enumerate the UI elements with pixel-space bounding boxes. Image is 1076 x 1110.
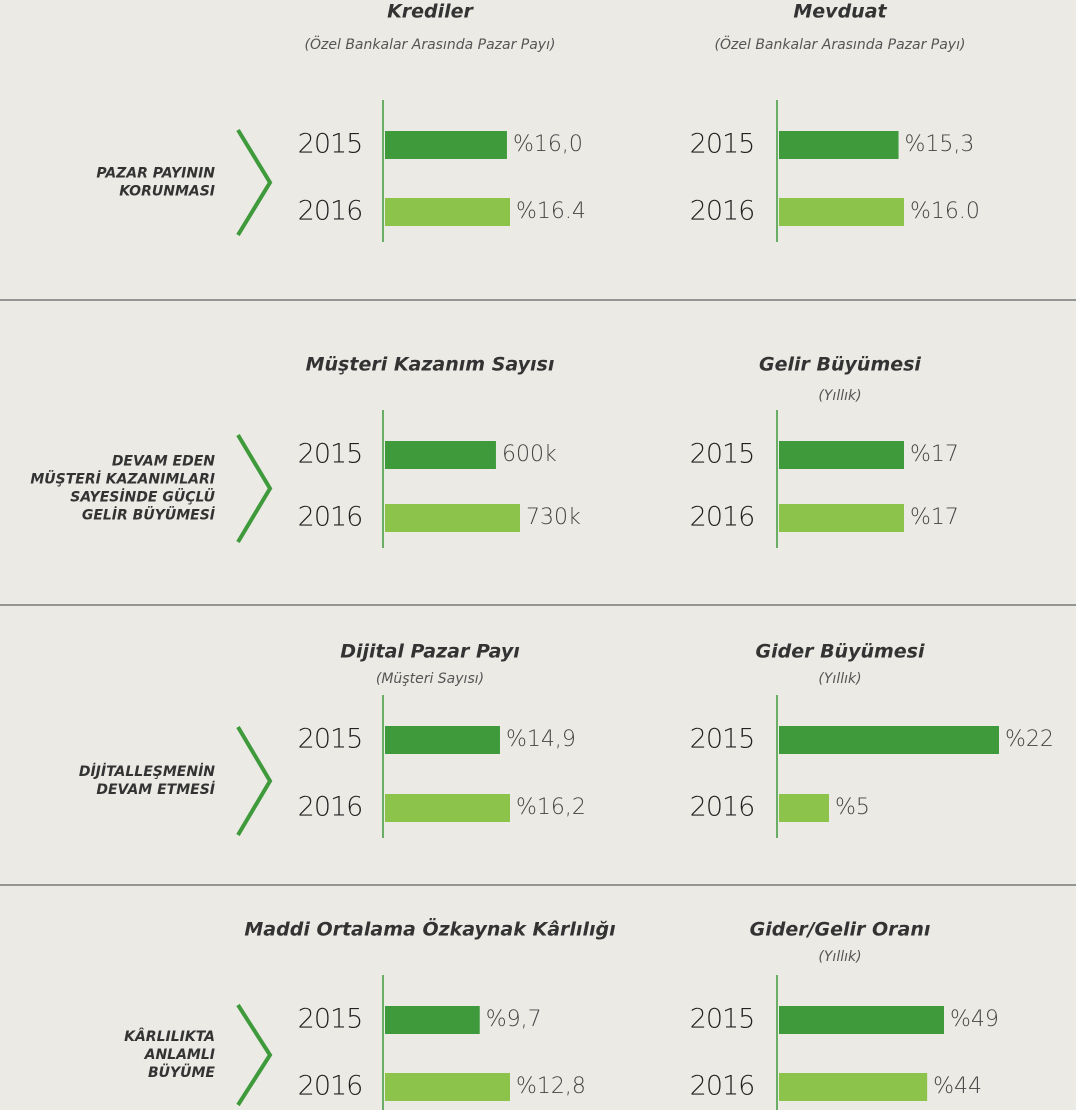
section-label: PAZAR PAYININ [96,166,215,182]
chart-subtitle: (Özel Bankalar Arasında Pazar Payı) [305,35,556,53]
bar [385,794,510,822]
bar [779,794,829,822]
value-label: %16,0 [513,132,583,157]
value-label: %14,9 [506,727,576,752]
year-label: 2015 [690,724,755,755]
year-label: 2016 [690,792,755,823]
year-label: 2016 [298,502,363,533]
bar [779,198,904,226]
year-label: 2016 [298,196,363,227]
bar [779,1006,944,1034]
value-label: %16,2 [516,795,586,820]
section-label: KORUNMASI [119,184,215,200]
bar [385,1073,510,1101]
value-label: 600k [502,442,557,467]
bar [385,198,510,226]
chart-subtitle: (Müşteri Sayısı) [376,671,484,687]
section-label: MÜŞTERİ KAZANIMLARI [30,470,215,488]
value-label: %9,7 [486,1007,542,1032]
chevron [236,1003,273,1107]
bar [779,726,999,754]
value-label: %49 [950,1007,999,1032]
chart-title: Gider Büyümesi [755,641,924,663]
section-label: BÜYÜME [148,1063,215,1081]
section-label: KÂRLILIKTA [124,1028,215,1045]
year-label: 2016 [690,196,755,227]
chart-subtitle: (Yıllık) [818,671,861,687]
chart-title: Gider/Gelir Oranı [750,919,931,941]
bar [779,1073,928,1101]
year-label: 2015 [298,724,363,755]
value-label: %16.4 [516,199,586,224]
year-label: 2015 [298,1004,363,1035]
year-label: 2015 [298,439,363,470]
year-label: 2015 [690,129,755,160]
bar [779,441,904,469]
chevron [236,128,273,237]
year-label: 2016 [298,1071,363,1102]
chart-title: Müşteri Kazanım Sayısı [306,354,555,376]
chevron [236,433,273,544]
chart-title: Gelir Büyümesi [759,354,921,376]
chart-subtitle: (Yıllık) [818,949,861,965]
chart-title: Krediler [387,1,474,23]
bar [385,726,500,754]
value-label: %5 [835,795,870,820]
section-label: DİJİTALLEŞMENİN [79,763,215,780]
value-label: %44 [933,1074,982,1099]
value-label: %16.0 [910,199,980,224]
year-label: 2016 [690,1071,755,1102]
chart-title: Mevduat [793,1,887,23]
bar [385,1006,480,1034]
year-label: 2015 [690,1004,755,1035]
year-label: 2015 [298,129,363,160]
bar [385,504,520,532]
section-label: ANLAMLI [144,1047,215,1063]
chevron [236,725,273,837]
section-label: DEVAM EDEN [112,454,215,470]
chart-subtitle: (Yıllık) [818,388,861,404]
value-label: %15,3 [905,132,975,157]
bar [385,441,496,469]
chart-subtitle: (Özel Bankalar Arasında Pazar Payı) [715,35,966,53]
section-label: GELİR BÜYÜMESİ [82,506,215,524]
value-label: 730k [526,505,581,530]
bar [385,131,507,159]
bar [779,131,899,159]
value-label: %17 [910,505,959,530]
section-label: SAYESİNDE GÜÇLÜ [70,488,215,506]
value-label: %17 [910,442,959,467]
year-label: 2015 [690,439,755,470]
year-label: 2016 [690,502,755,533]
value-label: %12,8 [516,1074,586,1099]
section-label: DEVAM ETMESİ [96,781,215,798]
bar [779,504,904,532]
chart-title: Dijital Pazar Payı [340,641,520,663]
year-label: 2016 [298,792,363,823]
chart-title: Maddi Ortalama Özkaynak Kârlılığı [244,917,615,941]
value-label: %22 [1005,727,1054,752]
